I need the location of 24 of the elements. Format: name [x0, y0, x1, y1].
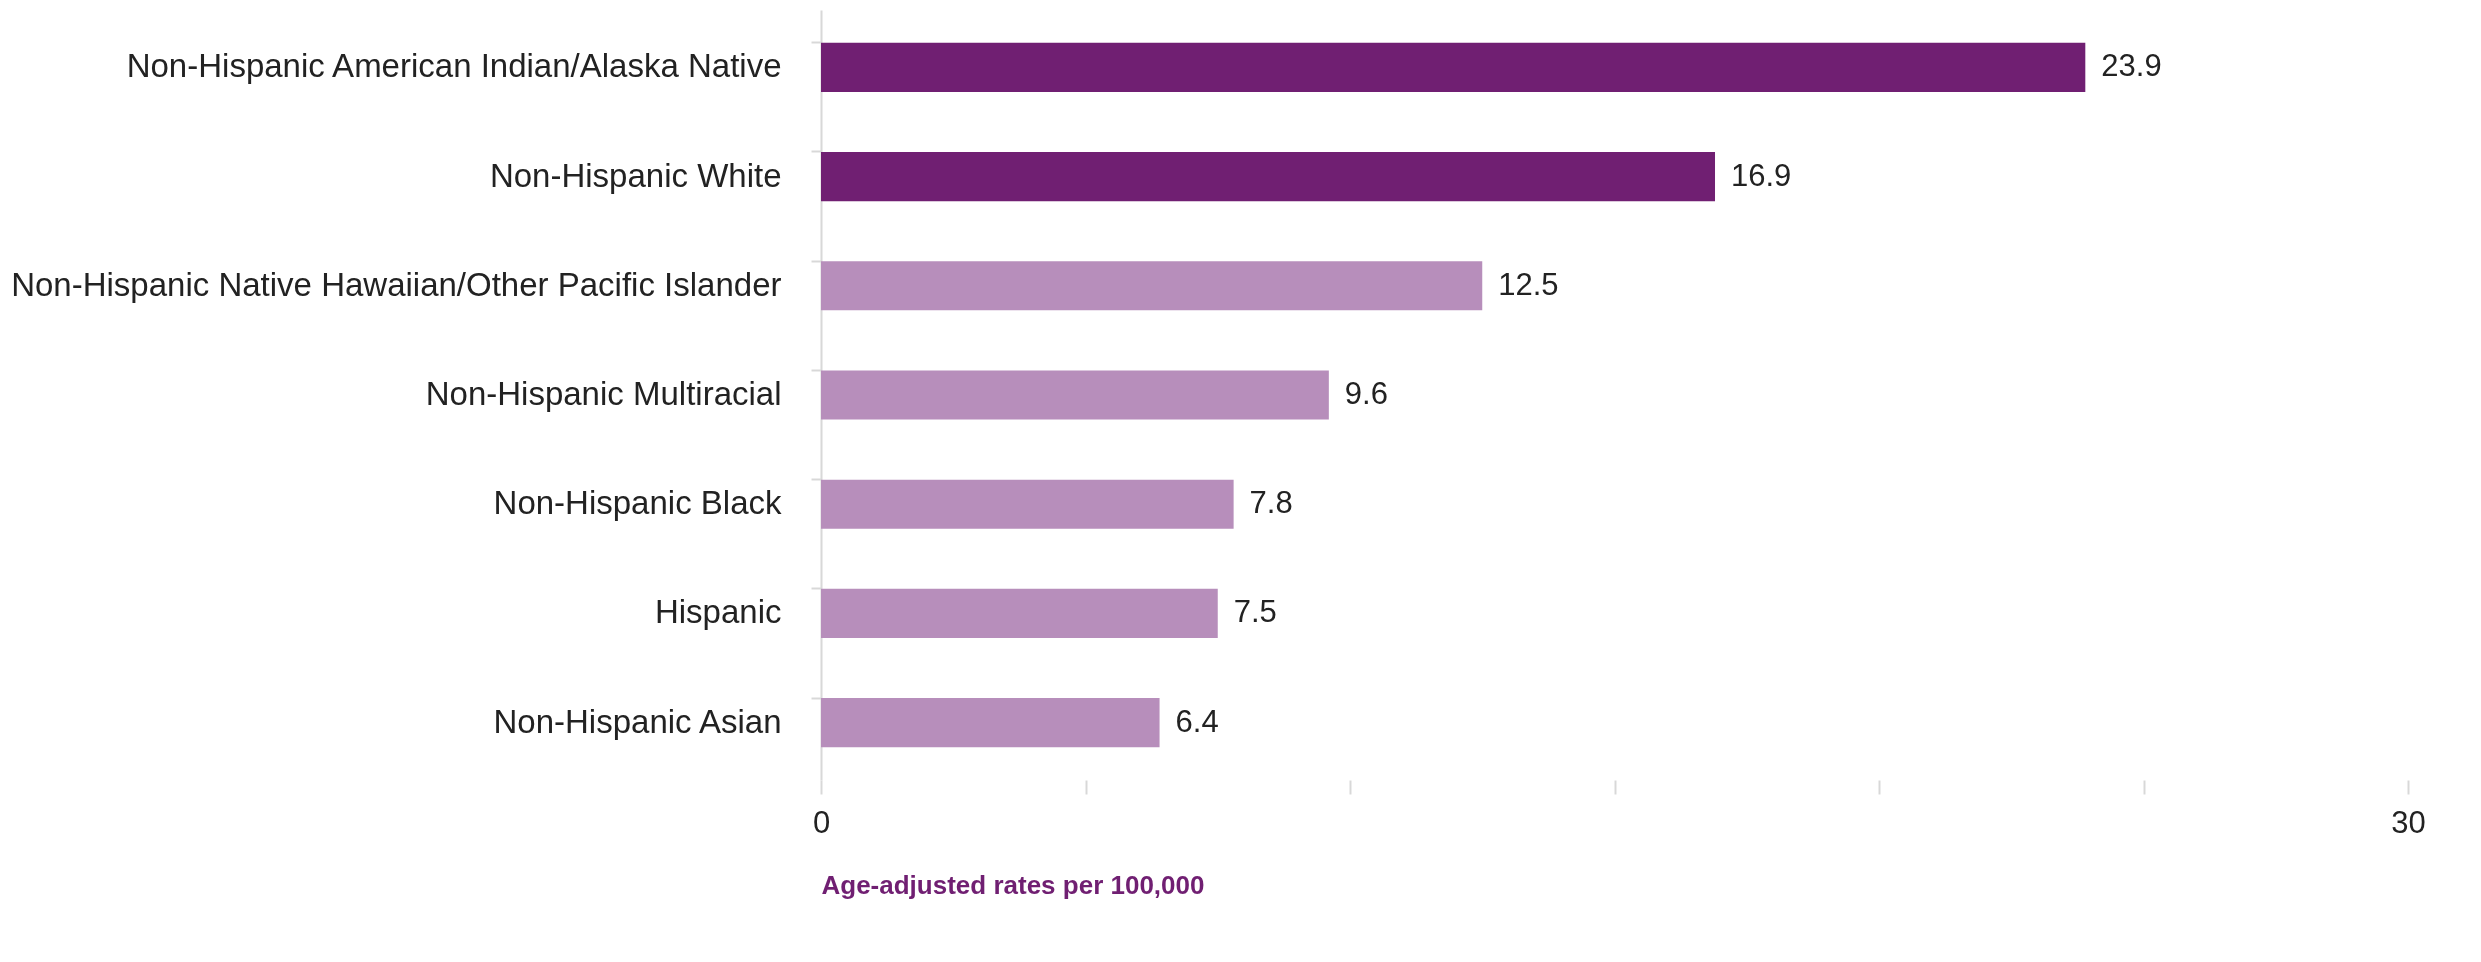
y-tick-label: Non-Hispanic White: [489, 156, 782, 194]
bar: [821, 370, 1329, 420]
bar: [821, 261, 1483, 311]
data-label: 12.5: [1498, 266, 1559, 302]
data-label: 7.8: [1249, 485, 1293, 521]
y-tick-label: Non-Hispanic Multiracial: [425, 375, 782, 412]
y-tick-label: Non-Hispanic American Indian/Alaska Native: [126, 47, 782, 85]
data-label: 23.9: [2101, 48, 2162, 84]
y-tick-label: Non-Hispanic Black: [493, 484, 782, 522]
data-label: 9.6: [1344, 376, 1388, 411]
data-label: 6.4: [1175, 703, 1219, 739]
y-tick-label: Non-Hispanic Native Hawaiian/Other Pacific Islander: [11, 265, 782, 303]
bar: [821, 42, 2086, 92]
data-label: 7.5: [1233, 594, 1277, 630]
x-axis-title: Age-adjusted rates per 100,000: [821, 869, 1205, 900]
x-tick-label: 30: [2391, 804, 2426, 840]
x-tick-label: 0: [812, 804, 831, 840]
bar: [821, 479, 1234, 529]
bar: [821, 698, 1160, 748]
bar: [821, 588, 1218, 639]
y-tick-label: Hispanic: [654, 593, 782, 631]
y-tick-label: Non-Hispanic Asian: [493, 702, 782, 740]
data-label: 16.9: [1731, 157, 1792, 193]
bar: [821, 151, 1716, 202]
